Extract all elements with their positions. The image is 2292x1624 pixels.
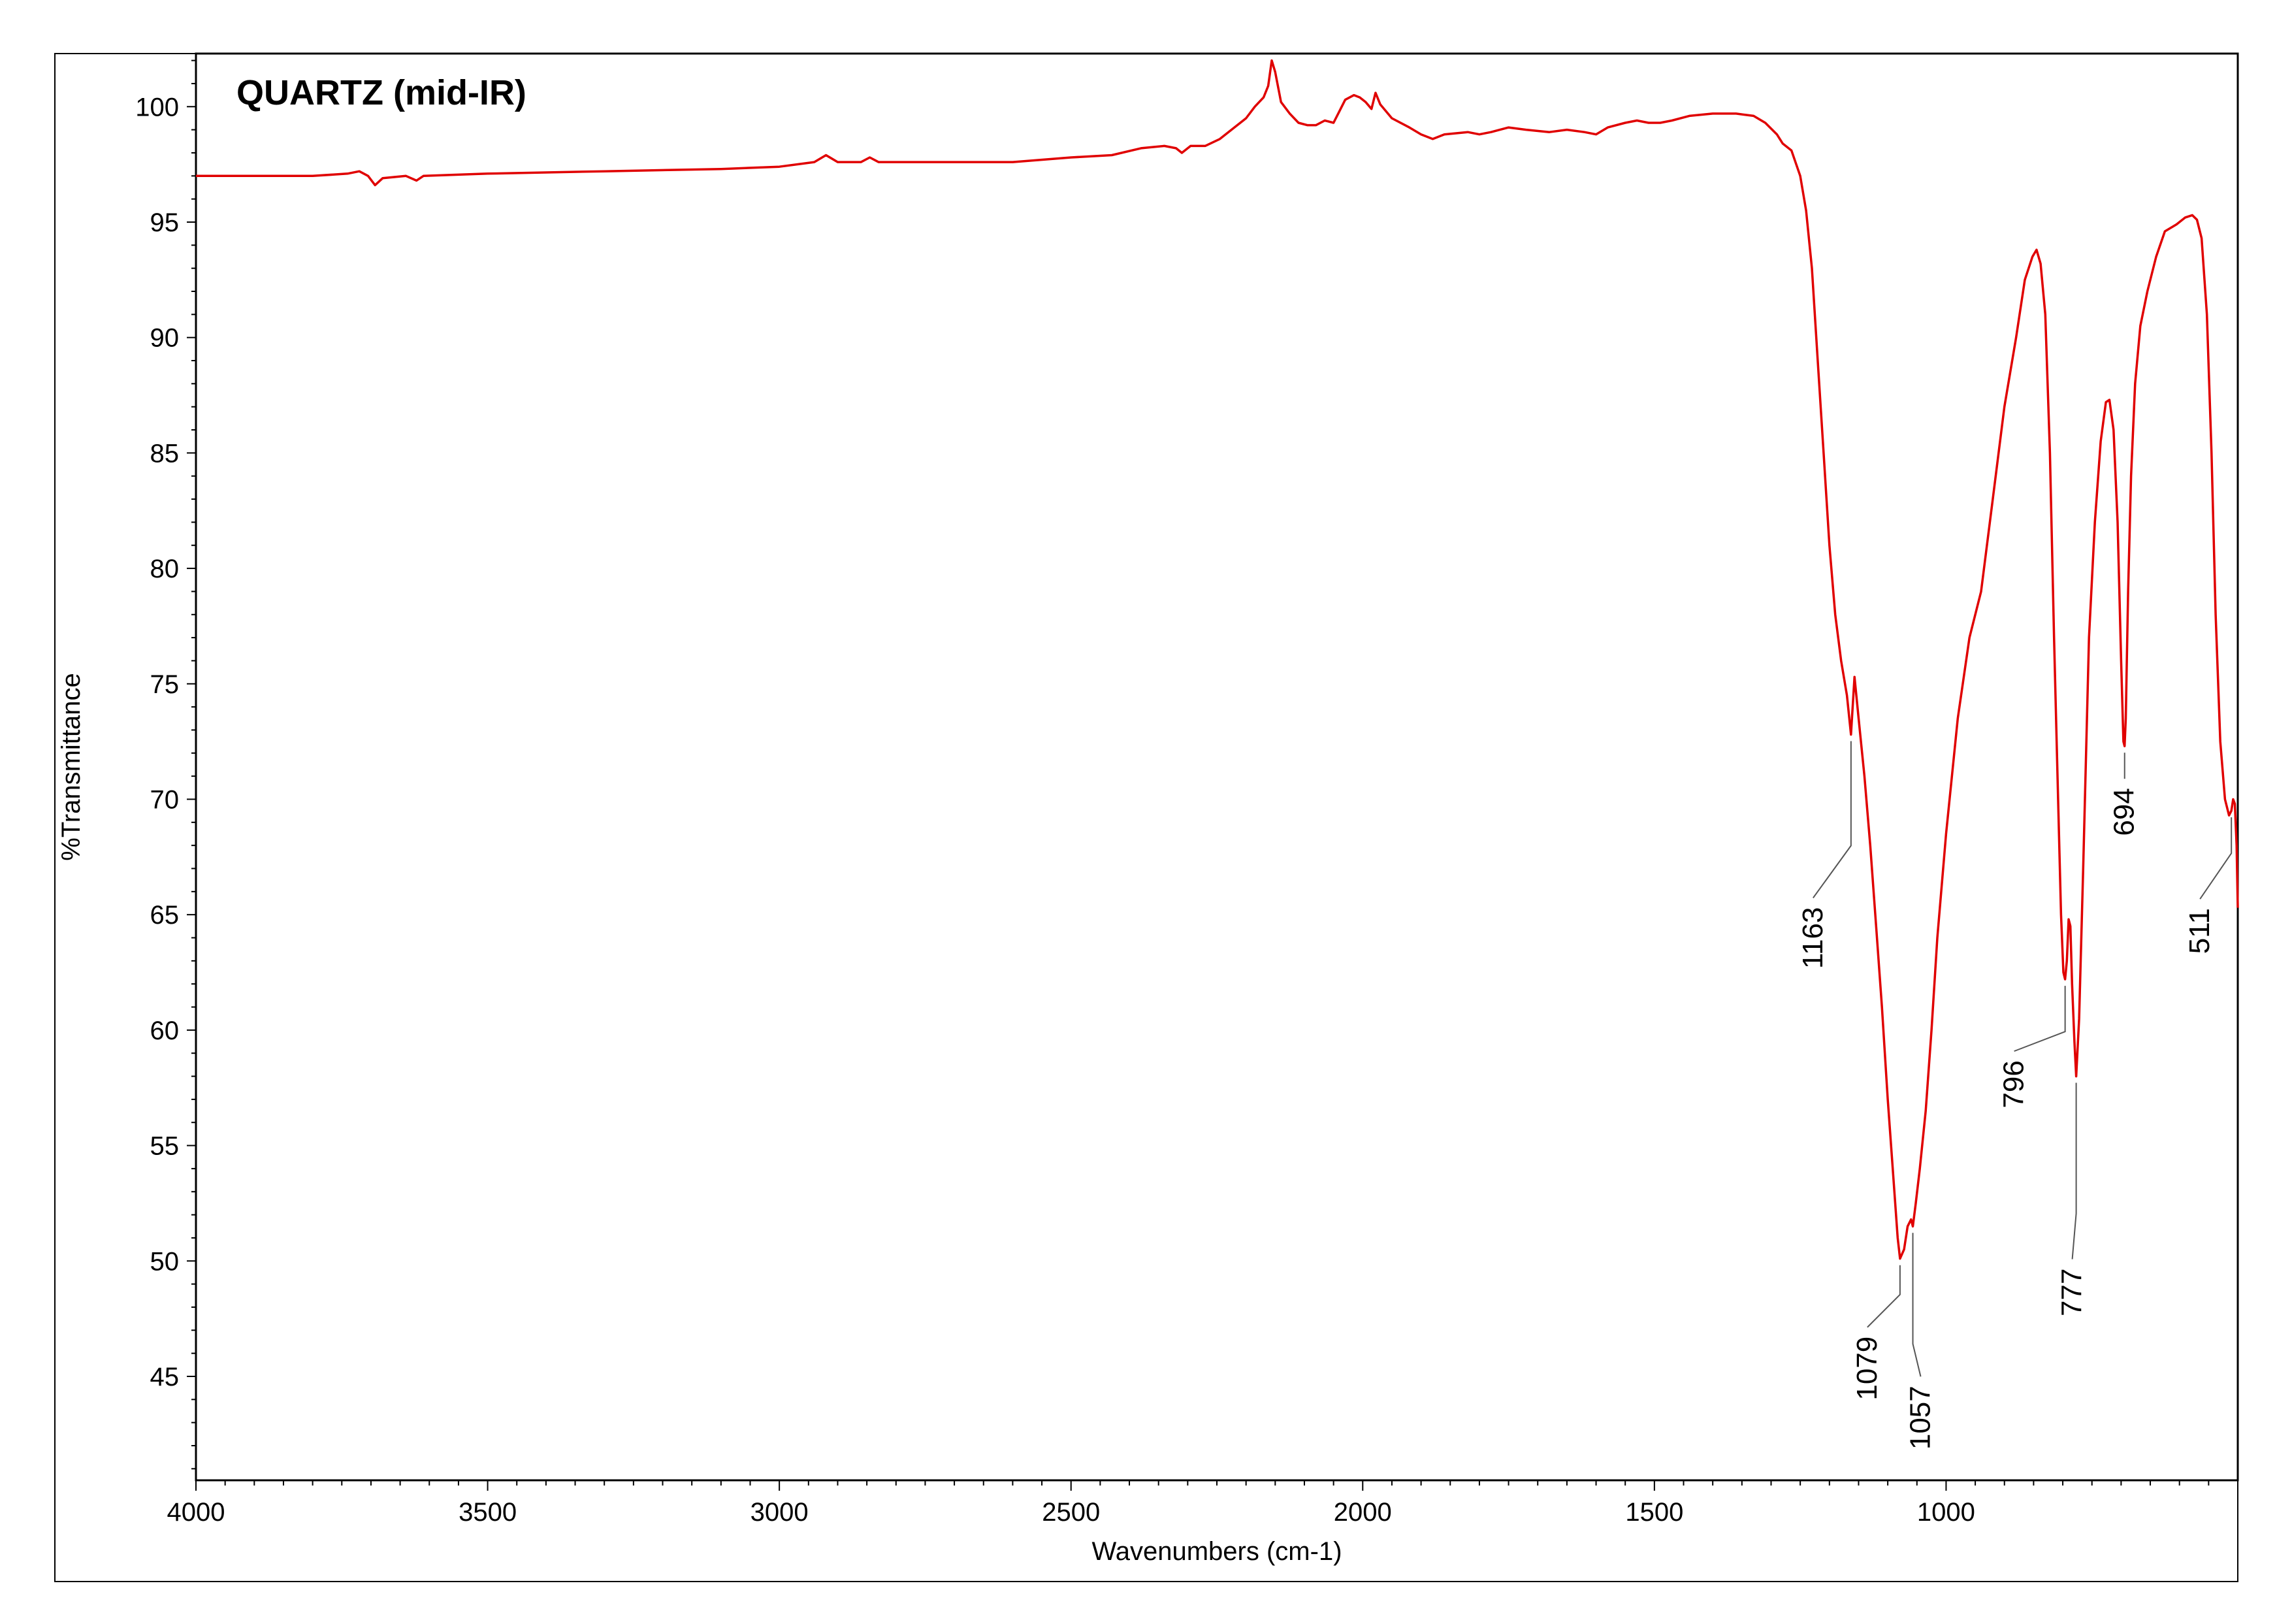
y-tick-label: 100 <box>135 93 179 122</box>
chart-title: QUARTZ (mid-IR) <box>236 73 526 112</box>
x-tick-label: 1000 <box>1917 1498 1975 1527</box>
peak-leader-line <box>1912 1233 1922 1377</box>
x-tick-label: 1500 <box>1625 1498 1683 1527</box>
series-layer <box>196 59 2239 1260</box>
x-axis-title: Wavenumbers (cm-1) <box>1091 1537 1342 1566</box>
peak-leader-line <box>2199 817 2233 900</box>
peak-leader-line <box>2071 1082 2077 1259</box>
x-tick-label: 2500 <box>1042 1498 1100 1527</box>
y-tick-label: 60 <box>150 1016 180 1045</box>
peak-label: 796 <box>1998 1060 2030 1108</box>
peak-label: 1057 <box>1905 1386 1937 1450</box>
y-tick-label: 95 <box>150 208 180 237</box>
peak-leader-line <box>1867 1265 1901 1328</box>
x-tick-label: 3500 <box>459 1498 517 1527</box>
outer-frame <box>54 53 2238 1582</box>
y-tick-label: 45 <box>150 1363 180 1391</box>
peak-label: 1163 <box>1797 907 1829 969</box>
y-tick-label: 75 <box>150 670 180 699</box>
spectrum-line <box>196 59 2239 1260</box>
y-axis-title: %Transmittance <box>57 673 86 861</box>
peak-label: 511 <box>2184 908 2216 954</box>
peak-label: 694 <box>2108 788 2140 836</box>
x-axis: 4000 3500 3000 2500 2000 1500 1000 <box>167 1480 2238 1527</box>
peak-leader-line <box>2014 986 2066 1052</box>
peak-annotations: 1163 1079 1057 796 777 694 511 <box>1797 741 2233 1450</box>
y-tick-label: 85 <box>150 439 180 468</box>
x-tick-label: 4000 <box>167 1498 225 1527</box>
y-tick-label: 55 <box>150 1132 180 1161</box>
y-tick-label: 70 <box>150 785 180 814</box>
plot-frame <box>195 52 2239 1482</box>
y-tick-label: 90 <box>150 324 180 353</box>
peak-label: 777 <box>2056 1269 2088 1316</box>
peak-label: 1079 <box>1851 1337 1883 1401</box>
y-tick-label: 50 <box>150 1247 180 1276</box>
y-tick-label: 80 <box>150 555 180 583</box>
x-tick-label: 2000 <box>1334 1498 1392 1527</box>
x-tick-label: 3000 <box>751 1498 809 1527</box>
y-axis: 45 50 55 60 65 70 75 80 85 90 95 100 <box>135 59 196 1470</box>
y-tick-label: 65 <box>150 901 180 930</box>
peak-leader-line <box>1813 741 1852 899</box>
